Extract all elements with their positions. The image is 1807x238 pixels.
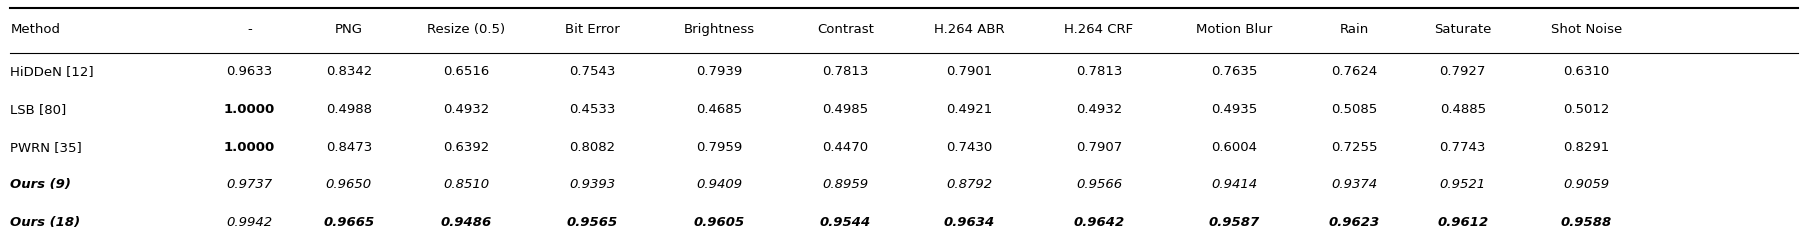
Text: 0.9665: 0.9665 (323, 216, 374, 229)
Text: 0.8473: 0.8473 (325, 141, 372, 154)
Text: Saturate: Saturate (1433, 23, 1491, 36)
Text: LSB [80]: LSB [80] (11, 103, 67, 116)
Text: 0.9650: 0.9650 (325, 178, 372, 191)
Text: 0.9544: 0.9544 (819, 216, 871, 229)
Text: H.264 CRF: H.264 CRF (1064, 23, 1133, 36)
Text: 1.0000: 1.0000 (224, 141, 275, 154)
Text: 0.7901: 0.7901 (945, 65, 992, 79)
Text: 0.7907: 0.7907 (1075, 141, 1122, 154)
Text: 0.7543: 0.7543 (569, 65, 616, 79)
Text: Method: Method (11, 23, 60, 36)
Text: 1.0000: 1.0000 (224, 103, 275, 116)
Text: 0.9588: 0.9588 (1559, 216, 1612, 229)
Text: Rain: Rain (1339, 23, 1368, 36)
Text: 0.8792: 0.8792 (945, 178, 992, 191)
Text: 0.9605: 0.9605 (692, 216, 744, 229)
Text: 0.7635: 0.7635 (1211, 65, 1258, 79)
Text: 0.4533: 0.4533 (569, 103, 616, 116)
Text: 0.9623: 0.9623 (1328, 216, 1379, 229)
Text: 0.4470: 0.4470 (822, 141, 867, 154)
Text: 0.6004: 0.6004 (1211, 141, 1256, 154)
Text: 0.9642: 0.9642 (1073, 216, 1124, 229)
Text: HiDDeN [12]: HiDDeN [12] (11, 65, 94, 79)
Text: 0.9393: 0.9393 (569, 178, 616, 191)
Text: 0.7813: 0.7813 (822, 65, 867, 79)
Text: Ours (9): Ours (9) (11, 178, 70, 191)
Text: 0.9374: 0.9374 (1330, 178, 1377, 191)
Text: 0.9486: 0.9486 (441, 216, 492, 229)
Text: 0.7624: 0.7624 (1330, 65, 1377, 79)
Text: 0.9942: 0.9942 (226, 216, 273, 229)
Text: 0.7743: 0.7743 (1438, 141, 1485, 154)
Text: 0.8291: 0.8291 (1563, 141, 1608, 154)
Text: 0.5012: 0.5012 (1563, 103, 1608, 116)
Text: 0.4935: 0.4935 (1211, 103, 1258, 116)
Text: 0.9409: 0.9409 (696, 178, 741, 191)
Text: 0.9521: 0.9521 (1438, 178, 1485, 191)
Text: 0.6392: 0.6392 (443, 141, 490, 154)
Text: 0.8959: 0.8959 (822, 178, 867, 191)
Text: 0.4985: 0.4985 (822, 103, 867, 116)
Text: Contrast: Contrast (817, 23, 873, 36)
Text: 0.7430: 0.7430 (945, 141, 992, 154)
Text: 0.9633: 0.9633 (226, 65, 273, 79)
Text: 0.8082: 0.8082 (569, 141, 616, 154)
Text: H.264 ABR: H.264 ABR (932, 23, 1003, 36)
Text: 0.9587: 0.9587 (1209, 216, 1259, 229)
Text: 0.9059: 0.9059 (1563, 178, 1608, 191)
Text: 0.4932: 0.4932 (1075, 103, 1122, 116)
Text: PWRN [35]: PWRN [35] (11, 141, 81, 154)
Text: 0.4921: 0.4921 (945, 103, 992, 116)
Text: 0.5085: 0.5085 (1330, 103, 1377, 116)
Text: 0.6516: 0.6516 (443, 65, 490, 79)
Text: 0.4885: 0.4885 (1438, 103, 1485, 116)
Text: 0.9414: 0.9414 (1211, 178, 1256, 191)
Text: 0.9612: 0.9612 (1437, 216, 1487, 229)
Text: -: - (248, 23, 251, 36)
Text: 0.9566: 0.9566 (1075, 178, 1122, 191)
Text: 0.4685: 0.4685 (696, 103, 741, 116)
Text: 0.9634: 0.9634 (943, 216, 994, 229)
Text: 0.4988: 0.4988 (325, 103, 372, 116)
Text: 0.7813: 0.7813 (1075, 65, 1122, 79)
Text: Shot Noise: Shot Noise (1550, 23, 1621, 36)
Text: Resize (0.5): Resize (0.5) (426, 23, 504, 36)
Text: PNG: PNG (334, 23, 363, 36)
Text: Brightness: Brightness (683, 23, 754, 36)
Text: 0.7939: 0.7939 (696, 65, 741, 79)
Text: 0.4932: 0.4932 (443, 103, 490, 116)
Text: 0.9565: 0.9565 (567, 216, 618, 229)
Text: Bit Error: Bit Error (566, 23, 620, 36)
Text: Motion Blur: Motion Blur (1196, 23, 1272, 36)
Text: 0.7927: 0.7927 (1438, 65, 1485, 79)
Text: 0.7255: 0.7255 (1330, 141, 1377, 154)
Text: 0.7959: 0.7959 (696, 141, 741, 154)
Text: 0.9737: 0.9737 (226, 178, 273, 191)
Text: 0.8342: 0.8342 (325, 65, 372, 79)
Text: 0.6310: 0.6310 (1563, 65, 1608, 79)
Text: 0.8510: 0.8510 (443, 178, 490, 191)
Text: Ours (18): Ours (18) (11, 216, 81, 229)
